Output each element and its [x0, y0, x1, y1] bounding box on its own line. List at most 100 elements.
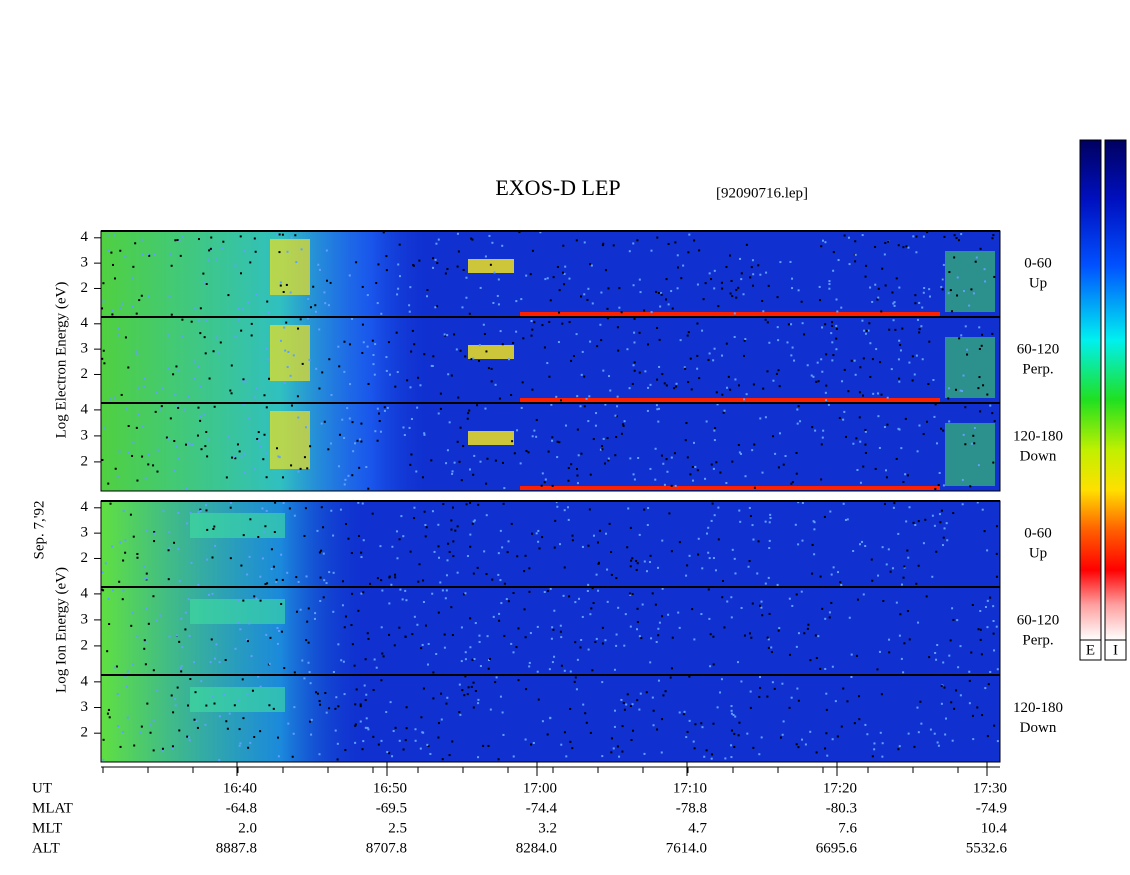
noise: [730, 596, 733, 599]
noise: [778, 385, 781, 388]
noise: [404, 635, 407, 638]
noise: [441, 758, 444, 761]
noise: [377, 412, 380, 415]
noise: [665, 384, 668, 387]
noise: [446, 268, 449, 271]
noise: [102, 589, 105, 592]
noise: [344, 615, 347, 618]
noise: [479, 460, 482, 463]
noise: [903, 642, 906, 645]
noise: [738, 384, 741, 387]
noise: [204, 723, 207, 726]
noise: [815, 751, 818, 754]
noise: [644, 370, 647, 373]
noise: [418, 563, 421, 566]
noise: [210, 236, 213, 239]
noise: [660, 615, 663, 618]
noise: [227, 436, 230, 439]
noise: [603, 462, 606, 465]
noise: [489, 708, 492, 711]
noise: [838, 416, 841, 419]
noise: [733, 732, 736, 735]
noise: [359, 703, 362, 706]
noise: [673, 387, 676, 390]
noise: [219, 341, 222, 344]
noise: [299, 608, 302, 611]
noise: [152, 464, 155, 467]
noise: [886, 396, 889, 399]
noise: [591, 587, 594, 590]
noise: [378, 420, 381, 423]
noise: [360, 422, 363, 425]
noise: [435, 242, 438, 245]
noise: [430, 459, 433, 462]
noise: [837, 571, 840, 574]
noise: [318, 700, 321, 703]
noise: [621, 432, 624, 435]
noise: [950, 310, 953, 313]
noise: [614, 414, 617, 417]
noise: [338, 433, 341, 436]
noise: [122, 730, 125, 733]
noise: [280, 602, 283, 605]
noise: [308, 671, 311, 674]
noise: [877, 287, 880, 290]
noise: [764, 582, 767, 585]
noise: [935, 442, 938, 445]
noise: [779, 432, 782, 435]
noise: [743, 398, 746, 401]
noise: [632, 473, 635, 476]
noise: [972, 292, 975, 295]
noise: [740, 272, 743, 275]
noise: [380, 739, 383, 742]
noise: [422, 731, 425, 734]
noise: [246, 573, 249, 576]
noise: [659, 305, 662, 308]
noise: [828, 280, 831, 283]
noise: [236, 443, 239, 446]
noise: [383, 409, 386, 412]
noise: [629, 565, 632, 568]
noise: [717, 305, 720, 308]
noise: [462, 445, 465, 448]
noise: [471, 522, 474, 525]
noise: [124, 336, 127, 339]
noise: [995, 575, 998, 578]
noise: [488, 234, 491, 237]
noise: [259, 730, 262, 733]
noise: [767, 638, 770, 641]
noise: [562, 594, 565, 597]
noise: [101, 458, 104, 461]
noise: [590, 607, 593, 610]
noise: [723, 626, 726, 629]
noise: [170, 694, 173, 697]
noise: [764, 318, 767, 321]
noise: [276, 232, 279, 235]
noise: [287, 350, 290, 353]
noise: [683, 710, 686, 713]
noise: [153, 253, 156, 256]
noise: [373, 658, 376, 661]
noise: [731, 295, 734, 298]
noise: [864, 443, 867, 446]
noise: [759, 676, 762, 679]
noise: [143, 377, 146, 380]
noise: [835, 327, 838, 330]
noise: [917, 621, 920, 624]
noise: [982, 384, 985, 387]
noise: [615, 644, 618, 647]
noise: [303, 456, 306, 459]
noise: [602, 437, 605, 440]
noise: [365, 466, 368, 469]
noise: [190, 443, 193, 446]
direction: Up: [1029, 275, 1047, 291]
noise: [571, 534, 574, 537]
noise: [178, 239, 181, 242]
noise: [197, 364, 200, 367]
noise: [834, 700, 837, 703]
noise: [296, 395, 299, 398]
noise: [914, 294, 917, 297]
noise: [573, 680, 576, 683]
noise: [343, 693, 346, 696]
pitch-angle: 120-180: [1013, 700, 1063, 716]
